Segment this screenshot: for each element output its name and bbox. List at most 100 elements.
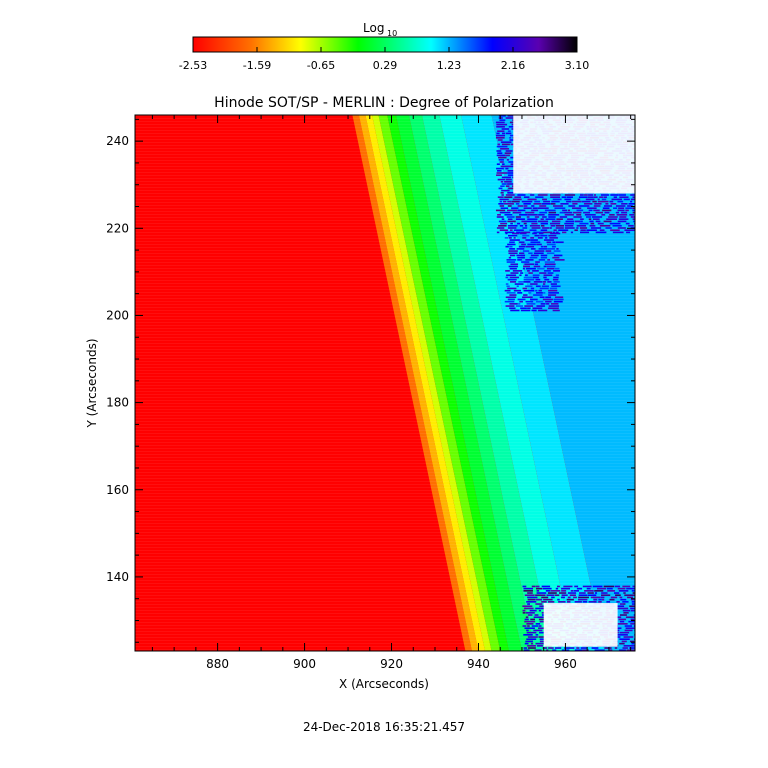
noise-pixel	[505, 245, 509, 248]
noise-pixel	[576, 587, 583, 590]
noise-pixel	[527, 625, 530, 627]
noise-pixel	[505, 178, 512, 181]
noise-pixel	[609, 214, 615, 216]
noise-pixel	[504, 300, 515, 303]
noise-pixel	[592, 200, 597, 203]
noise-pixel	[535, 623, 541, 625]
noise-pixel	[522, 609, 526, 612]
noise-pixel	[552, 649, 557, 651]
noise-pixel	[513, 229, 524, 231]
colorbar-label: Log	[363, 21, 384, 35]
scan-row	[135, 391, 635, 392]
heatmap-image	[135, 115, 635, 651]
noise-pixel	[599, 229, 605, 231]
noise-pixel	[551, 200, 560, 203]
noise-pixel	[619, 642, 625, 645]
noise-pixel	[617, 605, 625, 608]
scan-row	[135, 646, 635, 647]
noise-pixel	[561, 587, 571, 590]
noise-pixel	[579, 231, 590, 234]
noise-pixel	[520, 309, 531, 312]
noise-pixel	[508, 265, 518, 268]
scan-row	[135, 637, 635, 638]
noise-pixel	[531, 625, 539, 627]
noise-pixel	[519, 232, 527, 235]
noise-pixel	[504, 152, 512, 154]
noise-pixel	[620, 603, 623, 605]
noise-pixel	[517, 209, 526, 212]
noise-pixel	[531, 309, 537, 312]
scan-row	[135, 565, 635, 566]
noise-pixel	[618, 618, 627, 621]
noise-pixel	[537, 237, 543, 239]
noise-pixel	[505, 117, 515, 119]
noise-pixel	[532, 274, 540, 277]
noise-pixel	[587, 207, 597, 209]
noise-pixel	[538, 214, 545, 216]
noise-pixel	[571, 200, 582, 203]
noise-pixel	[628, 620, 635, 623]
noise-pixel	[553, 298, 564, 301]
noise-pixel	[524, 225, 528, 227]
noise-pixel	[524, 627, 535, 630]
noise-pixel	[623, 612, 629, 614]
noise-pixel	[523, 196, 530, 198]
noise-pixel	[634, 123, 635, 126]
noise-pixel	[535, 598, 543, 601]
noise-pixel	[506, 259, 517, 261]
colorbar-tick-label: 0.29	[373, 59, 398, 72]
noise-pixel	[508, 187, 516, 190]
noise-pixel	[553, 270, 561, 272]
noise-pixel	[622, 601, 629, 603]
noise-pixel	[564, 214, 574, 216]
noise-pixel	[547, 281, 552, 283]
noise-pixel	[553, 254, 563, 257]
noise-pixel	[507, 218, 513, 220]
noise-pixel	[524, 607, 534, 610]
noise-pixel	[590, 596, 601, 599]
scan-row	[135, 334, 635, 335]
noise-pixel	[574, 601, 582, 603]
noise-pixel	[550, 203, 556, 205]
noise-pixel	[565, 220, 575, 223]
noise-pixel	[578, 596, 589, 599]
noise-pixel	[634, 117, 635, 119]
noise-pixel	[625, 616, 635, 619]
noise-pixel	[626, 231, 631, 234]
scan-row	[135, 127, 635, 128]
noise-pixel	[496, 145, 508, 148]
scan-row	[135, 412, 635, 413]
scan-row	[135, 373, 635, 374]
noise-pixel	[618, 207, 625, 209]
noise-pixel	[526, 216, 530, 218]
noise-pixel	[618, 590, 629, 592]
noise-pixel	[567, 601, 571, 603]
noise-pixel	[580, 647, 588, 649]
noise-pixel	[587, 592, 594, 594]
noise-pixel	[552, 231, 556, 234]
scan-row	[135, 592, 635, 593]
noise-pixel	[499, 205, 505, 207]
noise-pixel	[552, 241, 556, 244]
noise-pixel	[609, 598, 615, 601]
noise-pixel	[509, 137, 512, 139]
scan-row	[135, 487, 635, 488]
noise-pixel	[530, 237, 534, 239]
noise-pixel	[533, 265, 541, 268]
scan-row	[135, 634, 635, 635]
scan-row	[135, 640, 635, 641]
noise-pixel	[507, 200, 512, 203]
noise-pixel	[515, 218, 525, 220]
noise-pixel	[551, 285, 561, 288]
noise-pixel	[508, 161, 517, 163]
noise-pixel	[593, 598, 598, 601]
noise-pixel	[505, 150, 513, 152]
noise-pixel	[504, 181, 512, 183]
noise-pixel	[505, 194, 515, 196]
noise-pixel	[543, 200, 551, 203]
noise-pixel	[524, 594, 535, 597]
noise-pixel	[543, 274, 553, 277]
noise-pixel	[613, 196, 618, 198]
limb-band	[395, 115, 522, 651]
noise-pixel	[542, 283, 546, 285]
